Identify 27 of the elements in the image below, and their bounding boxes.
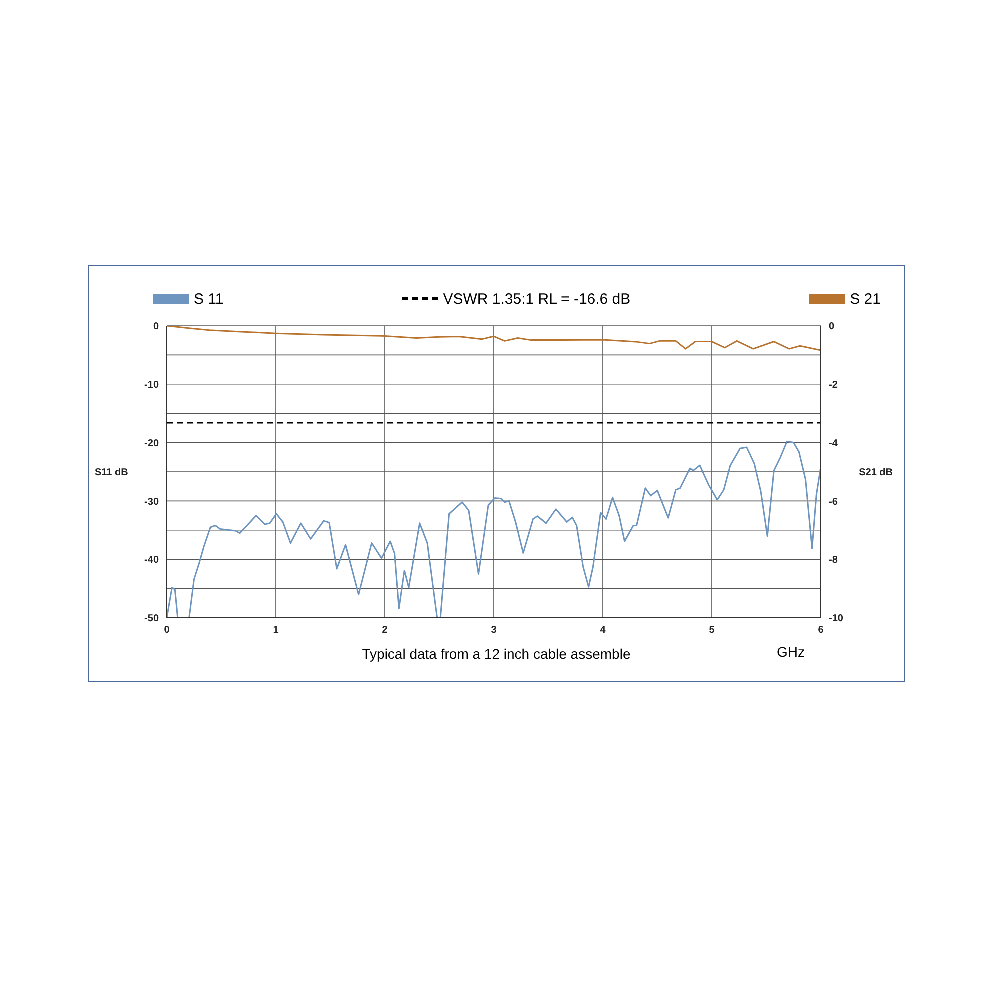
y2-tick-label: -2 (829, 380, 838, 391)
x-tick-label: 0 (164, 625, 170, 636)
y2-axis-title: S21 dB (859, 468, 893, 479)
line-series (167, 326, 821, 352)
y-tick-label: -40 (144, 555, 160, 566)
x-tick-label: 6 (818, 625, 824, 636)
legend-label: VSWR 1.35:1 RL = -16.6 dB (443, 290, 631, 308)
y2-tick-label: -6 (829, 496, 838, 508)
x-axis-title: GHz (777, 644, 805, 660)
x-tick-label: 4 (600, 625, 606, 636)
legend-label: S 11 (194, 290, 224, 308)
y2-tick-label: -8 (829, 555, 838, 566)
y2-tick-label: -4 (829, 438, 838, 450)
x-tick-label: 3 (491, 625, 498, 636)
y-tick-label: 0 (153, 322, 160, 333)
x-tick-label: 1 (273, 625, 280, 636)
y-tick-label: -50 (144, 614, 160, 625)
y2-tick-label: 0 (829, 322, 835, 333)
y-axis-title: S11 dB (95, 468, 128, 479)
x-tick-label: 5 (709, 625, 716, 636)
text: Typical data from a 12 inch cable assemble (362, 646, 631, 662)
y-tick-label: -30 (144, 496, 160, 508)
legend-label: S 21 (850, 290, 881, 308)
y-tick-label: -10 (144, 380, 160, 391)
y2-tick-label: -10 (829, 614, 844, 625)
y-tick-label: -20 (144, 438, 160, 450)
x-tick-label: 2 (382, 625, 388, 636)
